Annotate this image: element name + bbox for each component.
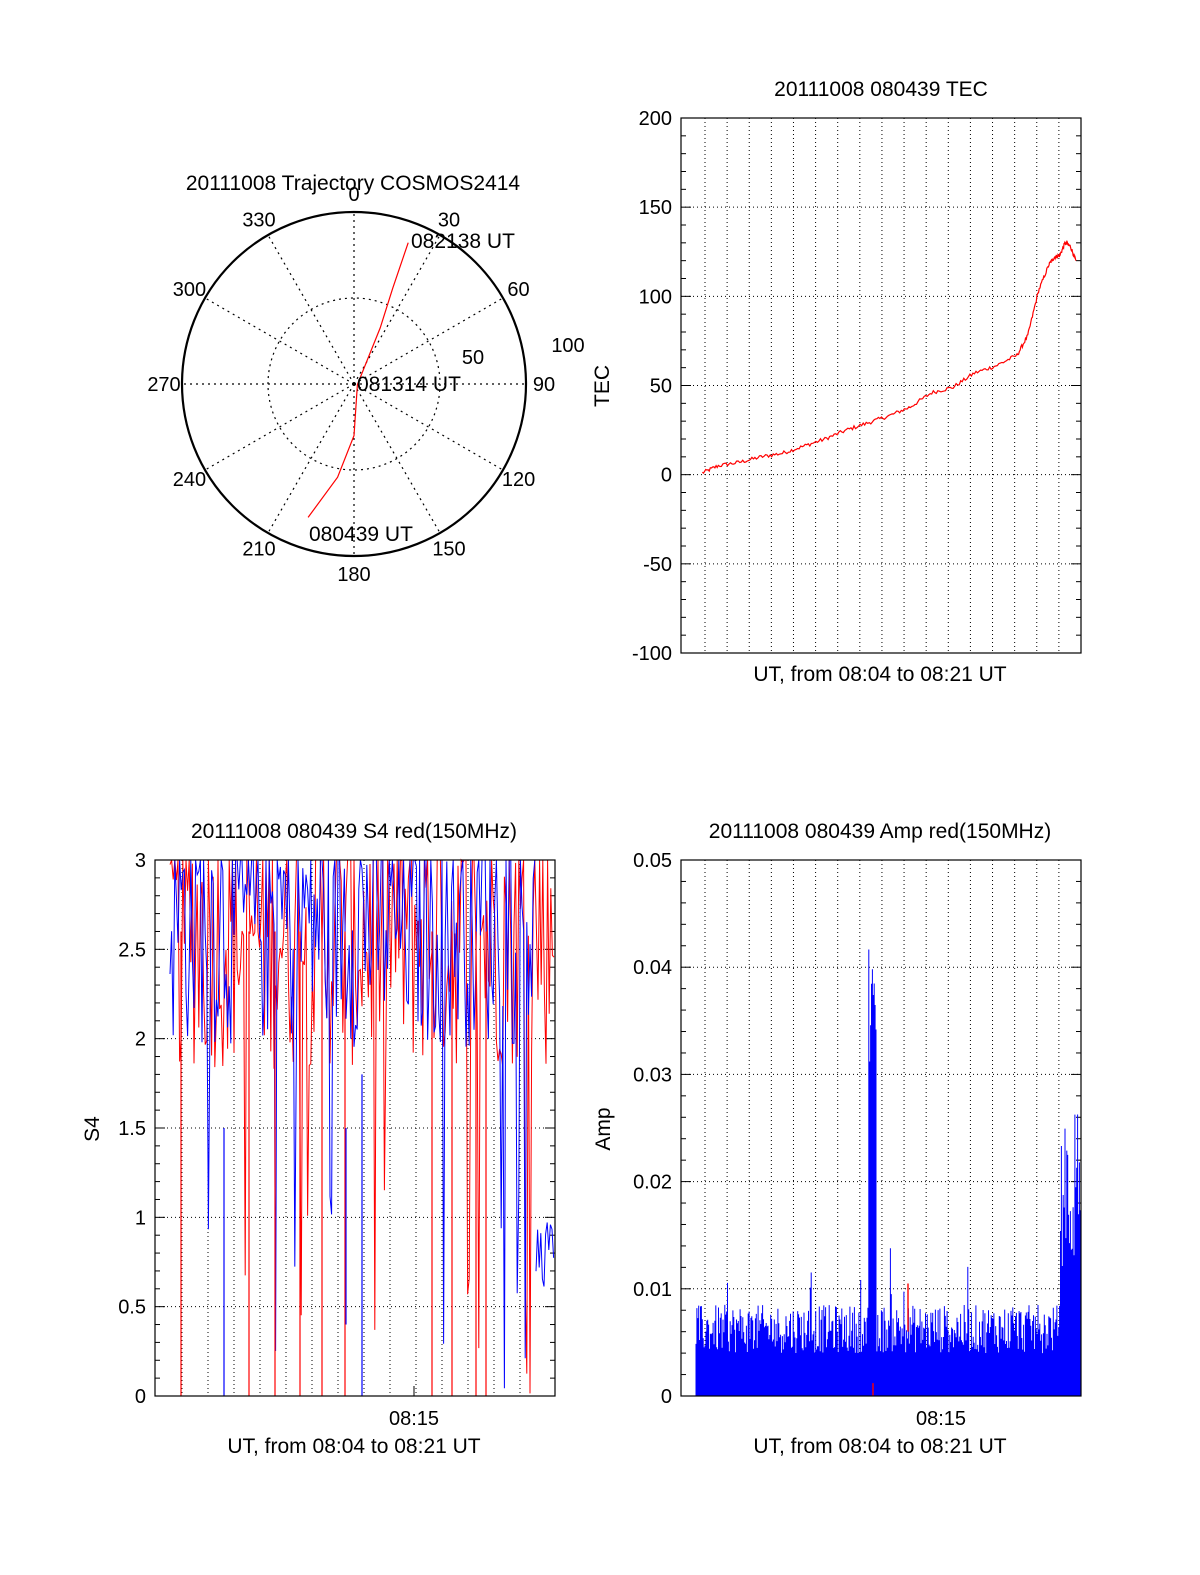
tec-y-tick-label-5: 150 (639, 197, 672, 219)
amp-y-tick-label-0: 0 (661, 1386, 672, 1408)
amp-y-tick-label-1: 0.01 (633, 1279, 672, 1301)
tec-y-tick-labels: -100 -50 0 50 100 150 200 (632, 108, 672, 665)
s4-ylabel: S4 (81, 1116, 104, 1142)
polar-azimuth-label-30: 30 (438, 209, 460, 231)
s4-plot-frame (154, 859, 556, 1397)
polar-spoke-330 (267, 234, 355, 385)
polar-azimuth-label-270: 270 (147, 374, 180, 396)
s4-blue-tail (535, 1222, 555, 1287)
amp-series-traces (695, 949, 1081, 1396)
tec-grid (681, 117, 1081, 654)
polar-track (307, 242, 409, 518)
amp-ylabel: Amp (592, 1107, 615, 1150)
s4-red-trace (169, 858, 555, 1394)
s4-y-tick-label-5: 2.5 (118, 939, 146, 961)
tec-plot-frame (680, 117, 1082, 654)
amp-xlabel: UT, from 08:04 to 08:21 UT (753, 1435, 1006, 1458)
tec-panel: 20111008 080439 TEC -100-50050100150200 … (591, 78, 1082, 686)
polar-spoke-210 (267, 383, 355, 534)
amp-plot-frame (680, 859, 1082, 1397)
polar-azimuth-label-60: 60 (507, 279, 529, 301)
polar-trajectory-panel: 20111008 Trajectory COSMOS2414 0 30 60 90 12… (147, 172, 584, 586)
polar-spoke-30 (353, 234, 441, 385)
amp-panel: 20111008 080439 Amp red(150MHz) 0 0.01 0.0… (592, 820, 1082, 1458)
tec-ylabel: TEC (591, 365, 614, 407)
s4-red-dropouts (180, 931, 487, 1396)
amp-y-tick-label-3: 0.03 (633, 1064, 672, 1086)
tec-y-tick-label-4: 100 (639, 286, 672, 308)
tec-y-tick-label-6: 200 (639, 108, 672, 130)
s4-blue-trace (169, 859, 537, 1389)
amp-title: 20111008 080439 Amp red(150MHz) (709, 820, 1051, 843)
s4-xtick-label: 08:15 (389, 1408, 439, 1430)
polar-spoke-150 (353, 383, 441, 534)
s4-series-traces (169, 858, 555, 1396)
polar-spoke-60 (353, 297, 504, 385)
polar-radial-label-50: 50 (462, 347, 484, 369)
polar-spoke-120 (353, 383, 504, 471)
polar-annotation-start: 080439 UT (309, 523, 413, 546)
polar-azimuth-label-90: 90 (533, 374, 555, 396)
s4-title: 20111008 080439 S4 red(150MHz) (191, 820, 517, 843)
amp-y-tick-label-4: 0.04 (633, 957, 672, 979)
polar-track-line (307, 242, 409, 518)
polar-azimuth-label-120: 120 (502, 469, 535, 491)
s4-blue-dropouts (223, 1074, 363, 1396)
s4-xlabel: UT, from 08:04 to 08:21 UT (227, 1435, 480, 1458)
polar-title: 20111008 Trajectory COSMOS2414 (186, 172, 521, 195)
polar-annotation-mid: 081314 UT (357, 373, 461, 396)
polar-spoke-240 (204, 383, 355, 471)
amp-blue-trace (695, 949, 1081, 1396)
tec-y-tick-label-0: -100 (632, 643, 672, 665)
s4-y-tick-label-1: 0.5 (118, 1297, 146, 1319)
s4-y-tick-label-3: 1.5 (118, 1118, 146, 1140)
polar-grid (180, 210, 528, 558)
tec-y-tick-label-2: 0 (661, 465, 672, 487)
amp-grid (681, 859, 1081, 1397)
tec-title: 20111008 080439 TEC (774, 78, 988, 101)
tec-series-line (701, 240, 1077, 474)
amp-y-tick-label-5: 0.05 (633, 850, 672, 872)
polar-outer-circle (180, 210, 528, 558)
s4-panel: 20111008 080439 S4 red(150MHz) 0 0.5 1 1.5 2… (81, 820, 556, 1458)
s4-y-tick-labels: 0 0.5 1 1.5 2 2.5 3 (118, 850, 146, 1408)
s4-y-tick-label-2: 1 (135, 1207, 146, 1229)
polar-spoke-300 (204, 297, 355, 385)
s4-y-tick-label-4: 2 (135, 1029, 146, 1051)
polar-azimuth-label-0: 0 (348, 184, 359, 206)
amp-xtick-label: 08:15 (916, 1408, 966, 1430)
amp-red-trace (872, 1283, 909, 1396)
polar-azimuth-label-210: 210 (242, 539, 275, 561)
polar-azimuth-labels: 0 30 60 90 120 150 180 210 240 270 300 330 (147, 184, 555, 586)
amp-y-tick-labels: 0 0.01 0.02 0.03 0.04 0.05 (633, 850, 672, 1408)
polar-azimuth-label-150: 150 (432, 539, 465, 561)
polar-azimuth-label-300: 300 (173, 279, 206, 301)
s4-y-tick-label-0: 0 (135, 1386, 146, 1408)
polar-radial-label-100: 100 (551, 335, 584, 357)
tec-xlabel: UT, from 08:04 to 08:21 UT (753, 663, 1006, 686)
polar-annotation-end: 082138 UT (411, 230, 515, 253)
polar-azimuth-label-180: 180 (337, 564, 370, 586)
amp-y-tick-label-2: 0.02 (633, 1172, 672, 1194)
polar-azimuth-label-240: 240 (173, 469, 206, 491)
s4-y-tick-label-6: 3 (135, 850, 146, 872)
tec-y-tick-label-3: 50 (650, 376, 672, 398)
polar-azimuth-label-330: 330 (242, 209, 275, 231)
tec-y-tick-label-1: -50 (643, 554, 672, 576)
